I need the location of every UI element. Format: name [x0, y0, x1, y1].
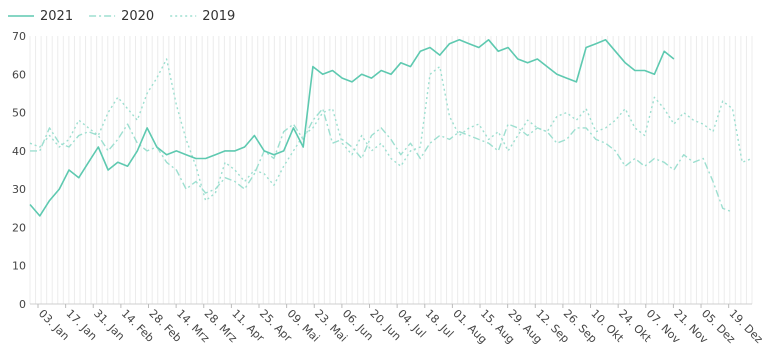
x-tick-label: 18. Jul [423, 307, 456, 340]
y-axis: 0 10 20 30 40 50 60 70 [12, 30, 26, 311]
series-line-2020 [30, 107, 733, 213]
series-lines [29, 38, 753, 217]
y-tick-label: 50 [12, 107, 26, 120]
series-line-2021 [29, 38, 675, 217]
series-line-2019 [29, 58, 753, 202]
y-tick-label: 40 [12, 145, 26, 158]
y-tick-label: 10 [12, 260, 26, 273]
legend: 2021 2020 2019 [8, 9, 235, 24]
legend-label-2021: 2021 [40, 9, 73, 24]
grid-lines [29, 36, 753, 305]
y-tick-label: 60 [12, 68, 26, 81]
y-tick-label: 70 [12, 30, 26, 43]
legend-label-2020: 2020 [121, 9, 154, 24]
y-tick-label: 20 [12, 221, 26, 234]
y-tick-label: 0 [19, 298, 26, 311]
y-tick-label: 30 [12, 183, 26, 196]
legend-label-2019: 2019 [202, 9, 235, 24]
